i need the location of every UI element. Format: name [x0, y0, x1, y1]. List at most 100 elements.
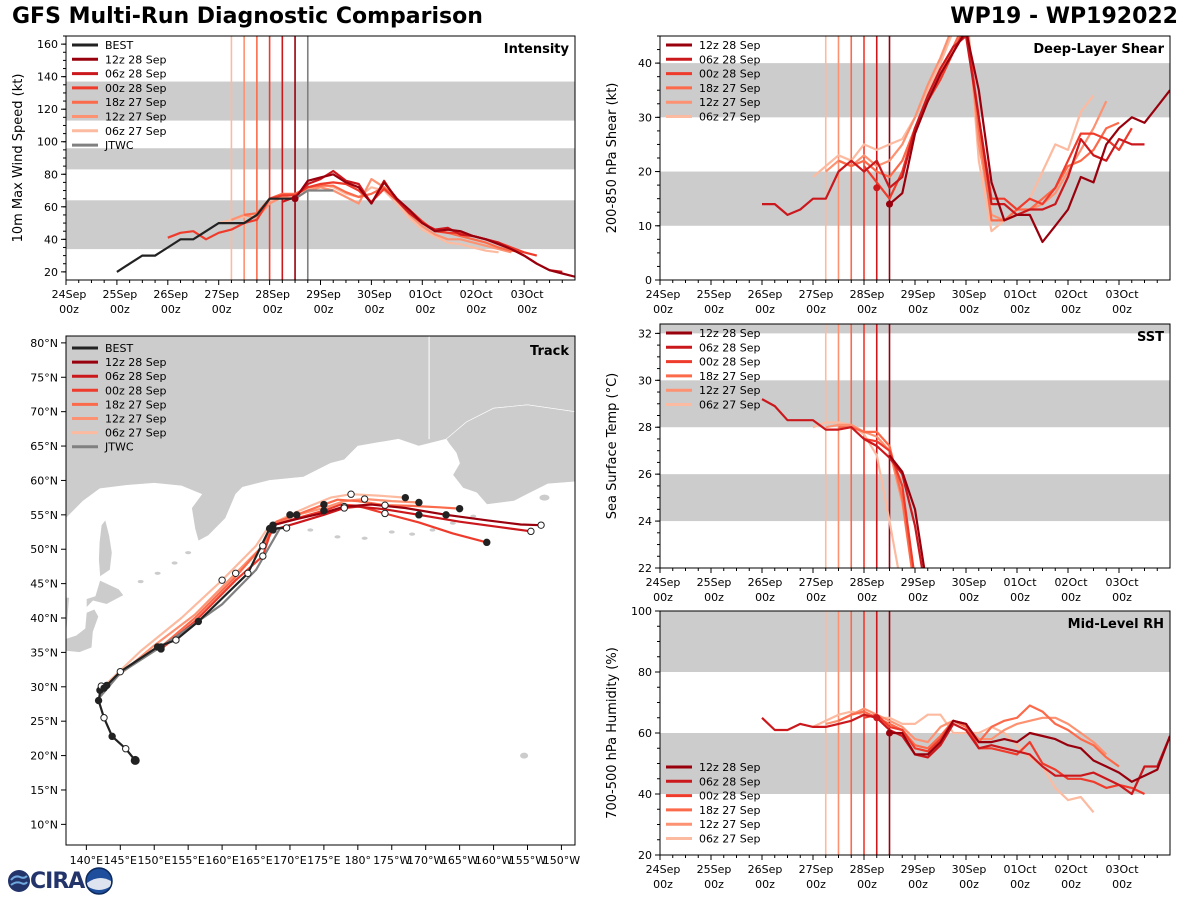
x-tick-label: 24Sep [646, 863, 681, 876]
series-line [863, 437, 915, 568]
x-tick-label: 01Oct [1003, 288, 1037, 301]
legend-label: 06z 28 Sep [699, 775, 761, 788]
forecast-marker [286, 511, 294, 519]
y-tick-label: 60°N [30, 474, 58, 487]
legend-label: 12z 27 Sep [699, 96, 761, 109]
series-line [294, 173, 575, 278]
land-honshu [66, 608, 99, 653]
forecast-marker [381, 509, 389, 518]
forecast-marker [415, 511, 423, 519]
best-track-line [116, 197, 296, 273]
x-tick-label: 00z [755, 878, 775, 891]
forecast-marker [537, 521, 545, 529]
x-tick-label: 29Sep [306, 288, 341, 301]
land-alaska [445, 404, 575, 505]
x-tick-label: 28Sep [255, 288, 290, 301]
x-tick-label: 00z [704, 303, 724, 316]
x-tick-label: 00z [755, 591, 775, 604]
x-tick-label: 01Oct [1003, 863, 1037, 876]
forecast-marker [293, 511, 301, 519]
best-marker [122, 745, 130, 753]
y-tick-label: 70°N [30, 406, 58, 419]
forecast-marker [527, 527, 535, 536]
legend-label: 00z 28 Sep [699, 356, 761, 369]
best-marker [194, 617, 203, 626]
x-tick-label: 01Oct [1003, 576, 1037, 589]
x-tick-label: 00z [1010, 591, 1030, 604]
x-tick-label: 00z [653, 591, 673, 604]
x-tick-label: 00z [806, 303, 826, 316]
x-tick-label: 02Oct [1054, 288, 1088, 301]
y-tick-label: 30 [638, 374, 652, 387]
x-tick-label: 00z [263, 303, 283, 316]
sst-panel: 22 24 26 28 30 32 24Sep 00z 25Sep 00z 26Sep 00z 27Se… [605, 323, 1171, 604]
x-tick-label: 28Sep [850, 863, 885, 876]
category-band [660, 733, 1170, 794]
legend-label: 18z 27 Sep [105, 96, 167, 109]
x-tick-label: 00z [1010, 878, 1030, 891]
land-coast [66, 597, 70, 639]
x-tick-label: 00z [59, 303, 79, 316]
y-tick-label: 40 [44, 233, 58, 246]
x-tick-label: 170°E [273, 854, 306, 867]
x-tick-label: 29Sep [901, 863, 936, 876]
island [409, 532, 416, 536]
series-line [243, 184, 525, 254]
legend-label: 00z 28 Sep [105, 384, 167, 397]
map-area [66, 336, 575, 845]
x-tick-label: 00z [704, 878, 724, 891]
x-tick-label: 00z [704, 591, 724, 604]
series-line [761, 398, 924, 568]
legend-label: 12z 28 Sep [699, 761, 761, 774]
best-marker [100, 684, 108, 692]
x-tick-label: 26Sep [153, 288, 188, 301]
x-tick-label: 00z [755, 303, 775, 316]
legend-label: 18z 27 Sep [699, 82, 761, 95]
x-tick-label: 27Sep [204, 288, 239, 301]
legend-label: 12z 27 Sep [699, 818, 761, 831]
x-tick-label: 00z [161, 303, 181, 316]
best-marker [153, 643, 162, 651]
x-tick-label: 00z [806, 878, 826, 891]
x-tick-label: 02Oct [1054, 863, 1088, 876]
forecast-track [272, 505, 532, 533]
axes-frame [65, 335, 576, 846]
category-band [66, 81, 575, 121]
best-marker [100, 714, 108, 722]
y-tick-label: 140 [37, 71, 58, 84]
x-tick-label: 00z [857, 878, 877, 891]
noaa-emblem-icon [85, 867, 114, 895]
x-tick-label: 00z [806, 591, 826, 604]
x-tick-label: 00z [365, 303, 385, 316]
legend-label: 18z 27 Sep [699, 804, 761, 817]
x-tick-label: 30Sep [952, 576, 987, 589]
island [429, 528, 436, 532]
x-tick-label: 01Oct [409, 288, 443, 301]
plot-area [66, 36, 575, 280]
legend-label: 06z 27 Sep [699, 111, 761, 124]
forecast-marker [259, 552, 267, 560]
x-tick-label: 27Sep [799, 576, 834, 589]
legend-label: 12z 27 Sep [105, 111, 167, 124]
x-tick-label: 00z [212, 303, 232, 316]
x-tick-label: 03Oct [511, 288, 545, 301]
x-tick-label: 03Oct [1105, 576, 1139, 589]
x-tick-label: 30Sep [357, 288, 392, 301]
forecast-marker [442, 511, 450, 519]
logo-text: CIRA [30, 868, 85, 894]
y-tick-label: 0 [645, 274, 652, 287]
category-band [660, 380, 1170, 428]
y-tick-label: 80 [638, 666, 652, 679]
x-tick-label: 140°E [70, 854, 103, 867]
x-tick-label: 03Oct [1105, 288, 1139, 301]
forecast-marker [320, 500, 328, 509]
legend-label: 00z 28 Sep [699, 790, 761, 803]
legend-label: 12z 27 Sep [105, 413, 167, 426]
forecast-marker [455, 504, 464, 513]
x-tick-label: 25Sep [103, 288, 138, 301]
forecast-marker [415, 498, 423, 507]
legend-label: 00z 28 Sep [105, 82, 167, 95]
globe-icon [8, 870, 30, 892]
